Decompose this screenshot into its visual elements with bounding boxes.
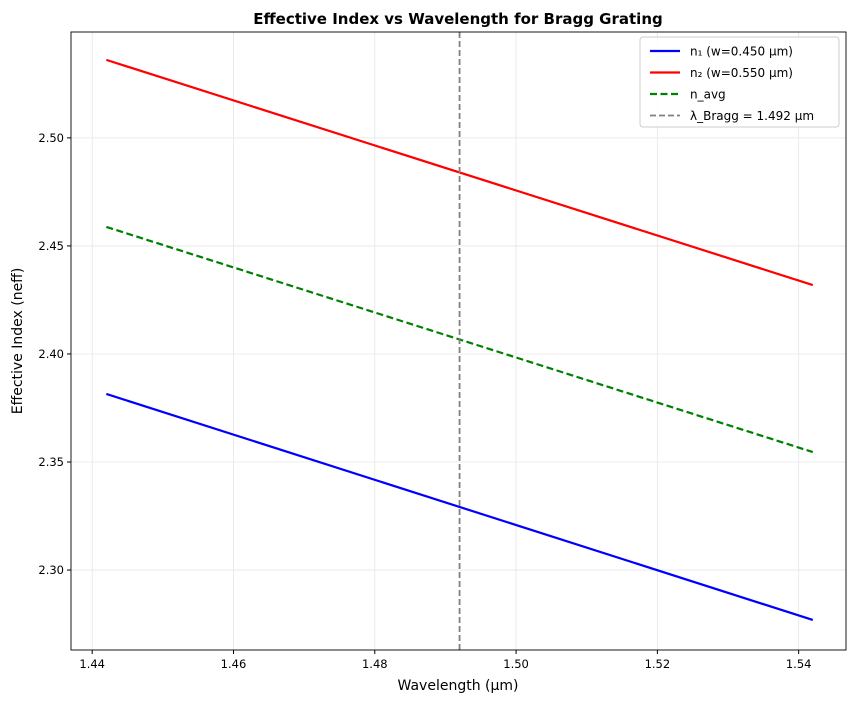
legend-label: n_avg	[690, 88, 726, 102]
y-tick-label: 2.30	[38, 563, 64, 577]
legend: n₁ (w=0.450 μm) n₂ (w=0.550 μm) n_avg λ_Bra…	[639, 36, 840, 128]
legend-label: λ_Bragg = 1.492 μm	[690, 109, 814, 123]
x-tick-label: 1.48	[362, 657, 388, 671]
y-tick-label: 2.40	[38, 347, 64, 361]
legend-box	[639, 36, 840, 128]
x-tick-label: 1.54	[786, 657, 812, 671]
legend-label: n₂ (w=0.550 μm)	[690, 66, 793, 80]
x-tick-label: 1.44	[79, 657, 105, 671]
ticks: 1.44 1.46 1.48 1.50 1.52 1.54 2.30 2.35 2.40 2.45…	[38, 131, 811, 671]
x-axis-label: Wavelength (μm)	[398, 678, 519, 694]
chart-title: Effective Index vs Wavelength for Bragg …	[253, 10, 663, 28]
plot-frame	[70, 31, 847, 651]
x-tick-label: 1.52	[645, 657, 671, 671]
grid	[71, 32, 846, 650]
x-tick-label: 1.46	[221, 657, 247, 671]
x-tick-label: 1.50	[503, 657, 529, 671]
series-line-0	[105, 392, 814, 622]
legend-label: n₁ (w=0.450 μm)	[690, 45, 793, 59]
y-tick-label: 2.50	[38, 131, 64, 145]
plot-lines	[105, 32, 814, 650]
y-tick-label: 2.35	[38, 455, 64, 469]
y-axis-label: Effective Index (neff)	[10, 268, 26, 415]
y-tick-label: 2.45	[38, 239, 64, 253]
